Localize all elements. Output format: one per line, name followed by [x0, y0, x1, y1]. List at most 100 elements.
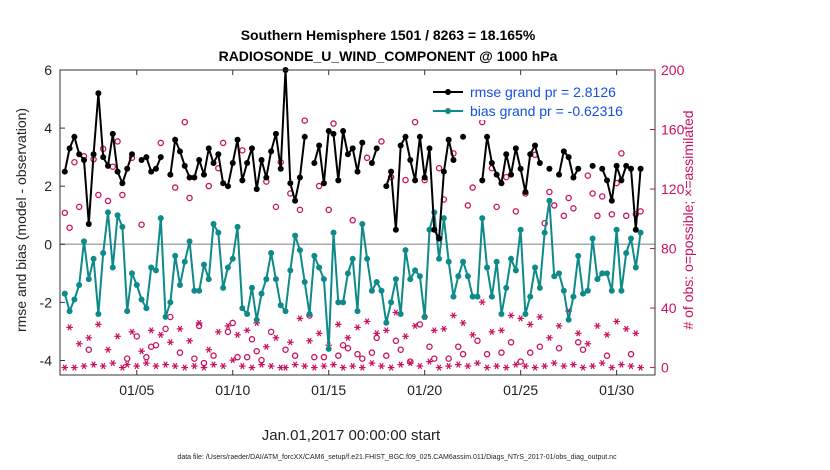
possible-obs-marker	[378, 138, 385, 145]
assimilated-obs-marker	[186, 337, 193, 344]
bias-point	[479, 215, 486, 222]
x-tick-label: 01/20	[407, 382, 442, 398]
rmse-point	[229, 159, 236, 166]
assimilated-obs-marker	[570, 361, 577, 368]
bias-point	[522, 311, 529, 317]
possible-obs-marker	[258, 356, 265, 364]
asterisk-stroke	[465, 362, 471, 370]
y-right-tick-label: 40	[661, 300, 677, 316]
x-tick-label: 01/30	[599, 382, 634, 398]
asterisk-stroke	[345, 334, 351, 341]
rmse-point	[220, 180, 227, 187]
asterisk-stroke	[451, 312, 456, 319]
possible-obs-marker	[114, 138, 121, 145]
rmse-point	[128, 151, 135, 158]
bias-point	[637, 229, 644, 236]
bias-point	[335, 299, 342, 306]
assimilated-obs-marker	[75, 340, 83, 347]
bias-point	[450, 293, 457, 300]
assimilated-obs-marker	[464, 362, 472, 370]
bias-point	[181, 258, 188, 265]
asterisk-stroke	[633, 330, 638, 337]
asterisk-stroke	[278, 364, 283, 371]
chart-title-line1: Southern Hemisphere 1501 / 8263 = 18.165…	[241, 27, 536, 43]
asterisk-stroke	[182, 364, 187, 371]
assimilated-obs-marker	[152, 362, 160, 370]
y-right-tick-label: 160	[661, 122, 685, 138]
asterisk-stroke	[120, 364, 125, 371]
bias-point	[287, 267, 294, 274]
bias-point	[325, 345, 332, 352]
possible-obs-marker	[426, 343, 433, 350]
bias-point	[498, 311, 505, 317]
bias-point	[104, 209, 111, 216]
x-tick-label: 01/10	[215, 382, 250, 398]
possible-obs-marker	[133, 333, 141, 340]
possible-obs-marker	[474, 337, 481, 345]
assimilated-obs-marker	[402, 333, 409, 340]
possible-obs-marker	[248, 336, 256, 343]
y-left-tick-label: 4	[44, 120, 52, 136]
possible-obs-marker	[85, 346, 93, 353]
asterisk-stroke	[110, 359, 115, 367]
rmse-point	[76, 151, 83, 158]
asterisk-stroke	[432, 327, 437, 334]
rmse-point	[196, 157, 203, 164]
rmse-point	[239, 177, 246, 184]
bias-point	[191, 287, 198, 294]
bias-point	[512, 267, 519, 274]
rmse-point	[493, 171, 500, 178]
rmse-point	[90, 151, 97, 158]
assimilated-obs-marker	[498, 327, 505, 334]
rmse-point	[628, 165, 635, 172]
assimilated-obs-marker	[507, 312, 515, 319]
possible-obs-marker	[95, 191, 102, 199]
bias-point	[556, 270, 563, 277]
data-file-footer: data file: /Users/raeder/DAI/ATM_forcXX/…	[177, 454, 617, 461]
asterisk-stroke	[192, 362, 197, 370]
asterisk-stroke	[508, 312, 514, 319]
possible-obs-marker	[536, 343, 544, 350]
bias-point	[412, 267, 419, 274]
assimilated-obs-marker	[99, 362, 107, 370]
possible-obs-marker	[104, 197, 112, 205]
bias-point	[493, 258, 500, 265]
bias-point	[128, 270, 135, 277]
asterisk-stroke	[153, 362, 159, 370]
rmse-point	[570, 174, 577, 181]
assimilated-obs-marker	[522, 362, 529, 370]
bias-point	[124, 308, 131, 315]
rmse-point	[71, 133, 78, 140]
rmse-point	[210, 159, 217, 166]
rmse-point	[186, 174, 193, 181]
asterisk-stroke	[321, 362, 327, 370]
asterisk-stroke	[81, 362, 87, 370]
rmse-point	[66, 145, 73, 152]
bias-point	[85, 276, 92, 283]
assimilated-obs-marker	[589, 362, 596, 370]
asterisk-stroke	[580, 364, 586, 371]
possible-obs-marker	[483, 350, 491, 358]
asterisk-stroke	[163, 361, 168, 368]
bias-point	[176, 281, 183, 288]
asterisk-stroke	[576, 330, 581, 337]
asterisk-stroke	[340, 364, 346, 371]
rmse-point	[330, 130, 337, 137]
assimilated-obs-marker	[195, 319, 203, 327]
asterisk-stroke	[177, 325, 183, 333]
rmse-point	[258, 157, 265, 164]
assimilated-obs-marker	[363, 318, 371, 325]
possible-obs-marker	[416, 321, 424, 328]
bias-point	[268, 250, 275, 256]
asterisk-stroke	[288, 339, 293, 346]
asterisk-stroke	[585, 340, 590, 347]
possible-obs-marker	[363, 154, 371, 162]
bias-point	[248, 284, 255, 291]
bias-point	[551, 273, 558, 280]
asterisk-stroke	[158, 331, 163, 338]
bias-point	[378, 287, 385, 294]
plot-frame	[59, 69, 656, 376]
x-tick-label: 01/05	[119, 382, 154, 398]
chart-title-line2: RADIOSONDE_U_WIND_COMPONENT @ 1000 hPa	[219, 48, 558, 64]
assimilated-obs-marker	[430, 327, 438, 334]
